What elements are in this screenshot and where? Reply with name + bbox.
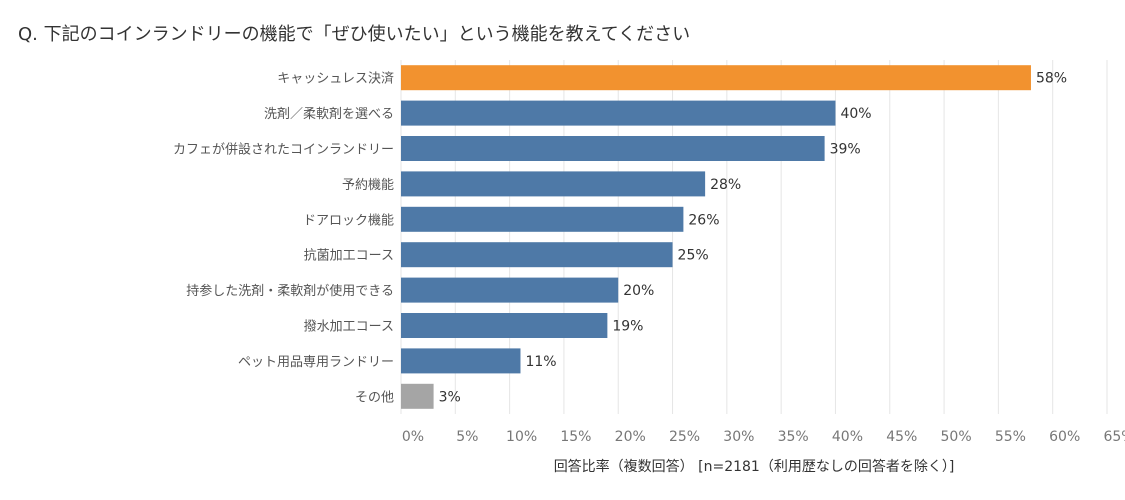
value-label-5: 26% — [688, 212, 719, 228]
x-tick-label-55: 55% — [995, 429, 1026, 445]
category-label-7: 持参した洗剤・柔軟剤が使用できる — [186, 283, 394, 299]
bar-1 — [401, 65, 1031, 91]
x-tick-label-20: 20% — [615, 429, 646, 445]
value-label-7: 20% — [623, 283, 654, 299]
category-label-5: ドアロック機能 — [303, 213, 394, 228]
x-tick-labels: 0% 5% 10% 15% 20% 25% 30% 35% 40% 45% 50% 55% 60% 65% — [402, 429, 1125, 445]
bar-7 — [401, 277, 619, 303]
x-tick-label-65: 65% — [1103, 429, 1125, 445]
value-labels: 58% 40% 39% 28% 26% 25% 20% 19% 11% 3% — [439, 71, 1068, 406]
x-axis-title: 回答比率（複数回答） [n=2181（利用歴なしの回答者を除く）] — [554, 458, 955, 475]
x-tick-label-25: 25% — [669, 429, 700, 445]
x-tick-label-35: 35% — [778, 429, 809, 445]
value-label-2: 40% — [840, 106, 871, 122]
x-tick-label-30: 30% — [723, 429, 754, 445]
x-tick-label-0: 0% — [402, 429, 424, 445]
category-label-6: 抗菌加工コース — [304, 249, 394, 264]
category-label-10: その他 — [355, 390, 394, 405]
category-label-9: ペット用品専用ランドリー — [238, 355, 394, 370]
bar-2 — [401, 100, 836, 126]
x-tick-label-5: 5% — [456, 429, 478, 445]
bar-3 — [401, 136, 825, 161]
value-label-3: 39% — [830, 142, 861, 158]
value-label-8: 19% — [612, 319, 643, 335]
x-tick-label-60: 60% — [1049, 429, 1080, 445]
category-label-4: 予約機能 — [342, 178, 394, 193]
chart-title: Q. 下記のコインランドリーの機能で「ぜひ使いたい」という機能を教えてください — [18, 24, 691, 45]
x-tick-label-50: 50% — [941, 429, 972, 445]
value-label-4: 28% — [710, 177, 741, 193]
bar-4 — [401, 171, 706, 197]
category-label-1: キャッシュレス決済 — [277, 71, 394, 87]
bar-6 — [401, 242, 673, 268]
x-tick-label-40: 40% — [832, 429, 863, 445]
value-label-9: 11% — [525, 354, 556, 370]
bars — [401, 65, 1031, 409]
value-label-10: 3% — [439, 389, 461, 405]
category-labels: キャッシュレス決済洗剤／柔軟剤を選べるカフェが併設されたコインランドリー予約機能… — [173, 71, 394, 406]
category-label-8: 撥水加工コース — [304, 320, 394, 335]
bar-10 — [401, 383, 434, 409]
value-label-1: 58% — [1036, 71, 1067, 87]
bar-9 — [401, 348, 521, 374]
x-tick-label-45: 45% — [886, 429, 917, 445]
x-tick-label-10: 10% — [506, 429, 537, 445]
bar-5 — [401, 206, 684, 232]
x-tick-label-15: 15% — [560, 429, 591, 445]
category-label-2: 洗剤／柔軟剤を選べる — [264, 106, 394, 122]
category-label-3: カフェが併設されたコインランドリー — [173, 142, 394, 158]
bar-8 — [401, 313, 608, 338]
value-label-6: 25% — [678, 248, 709, 264]
